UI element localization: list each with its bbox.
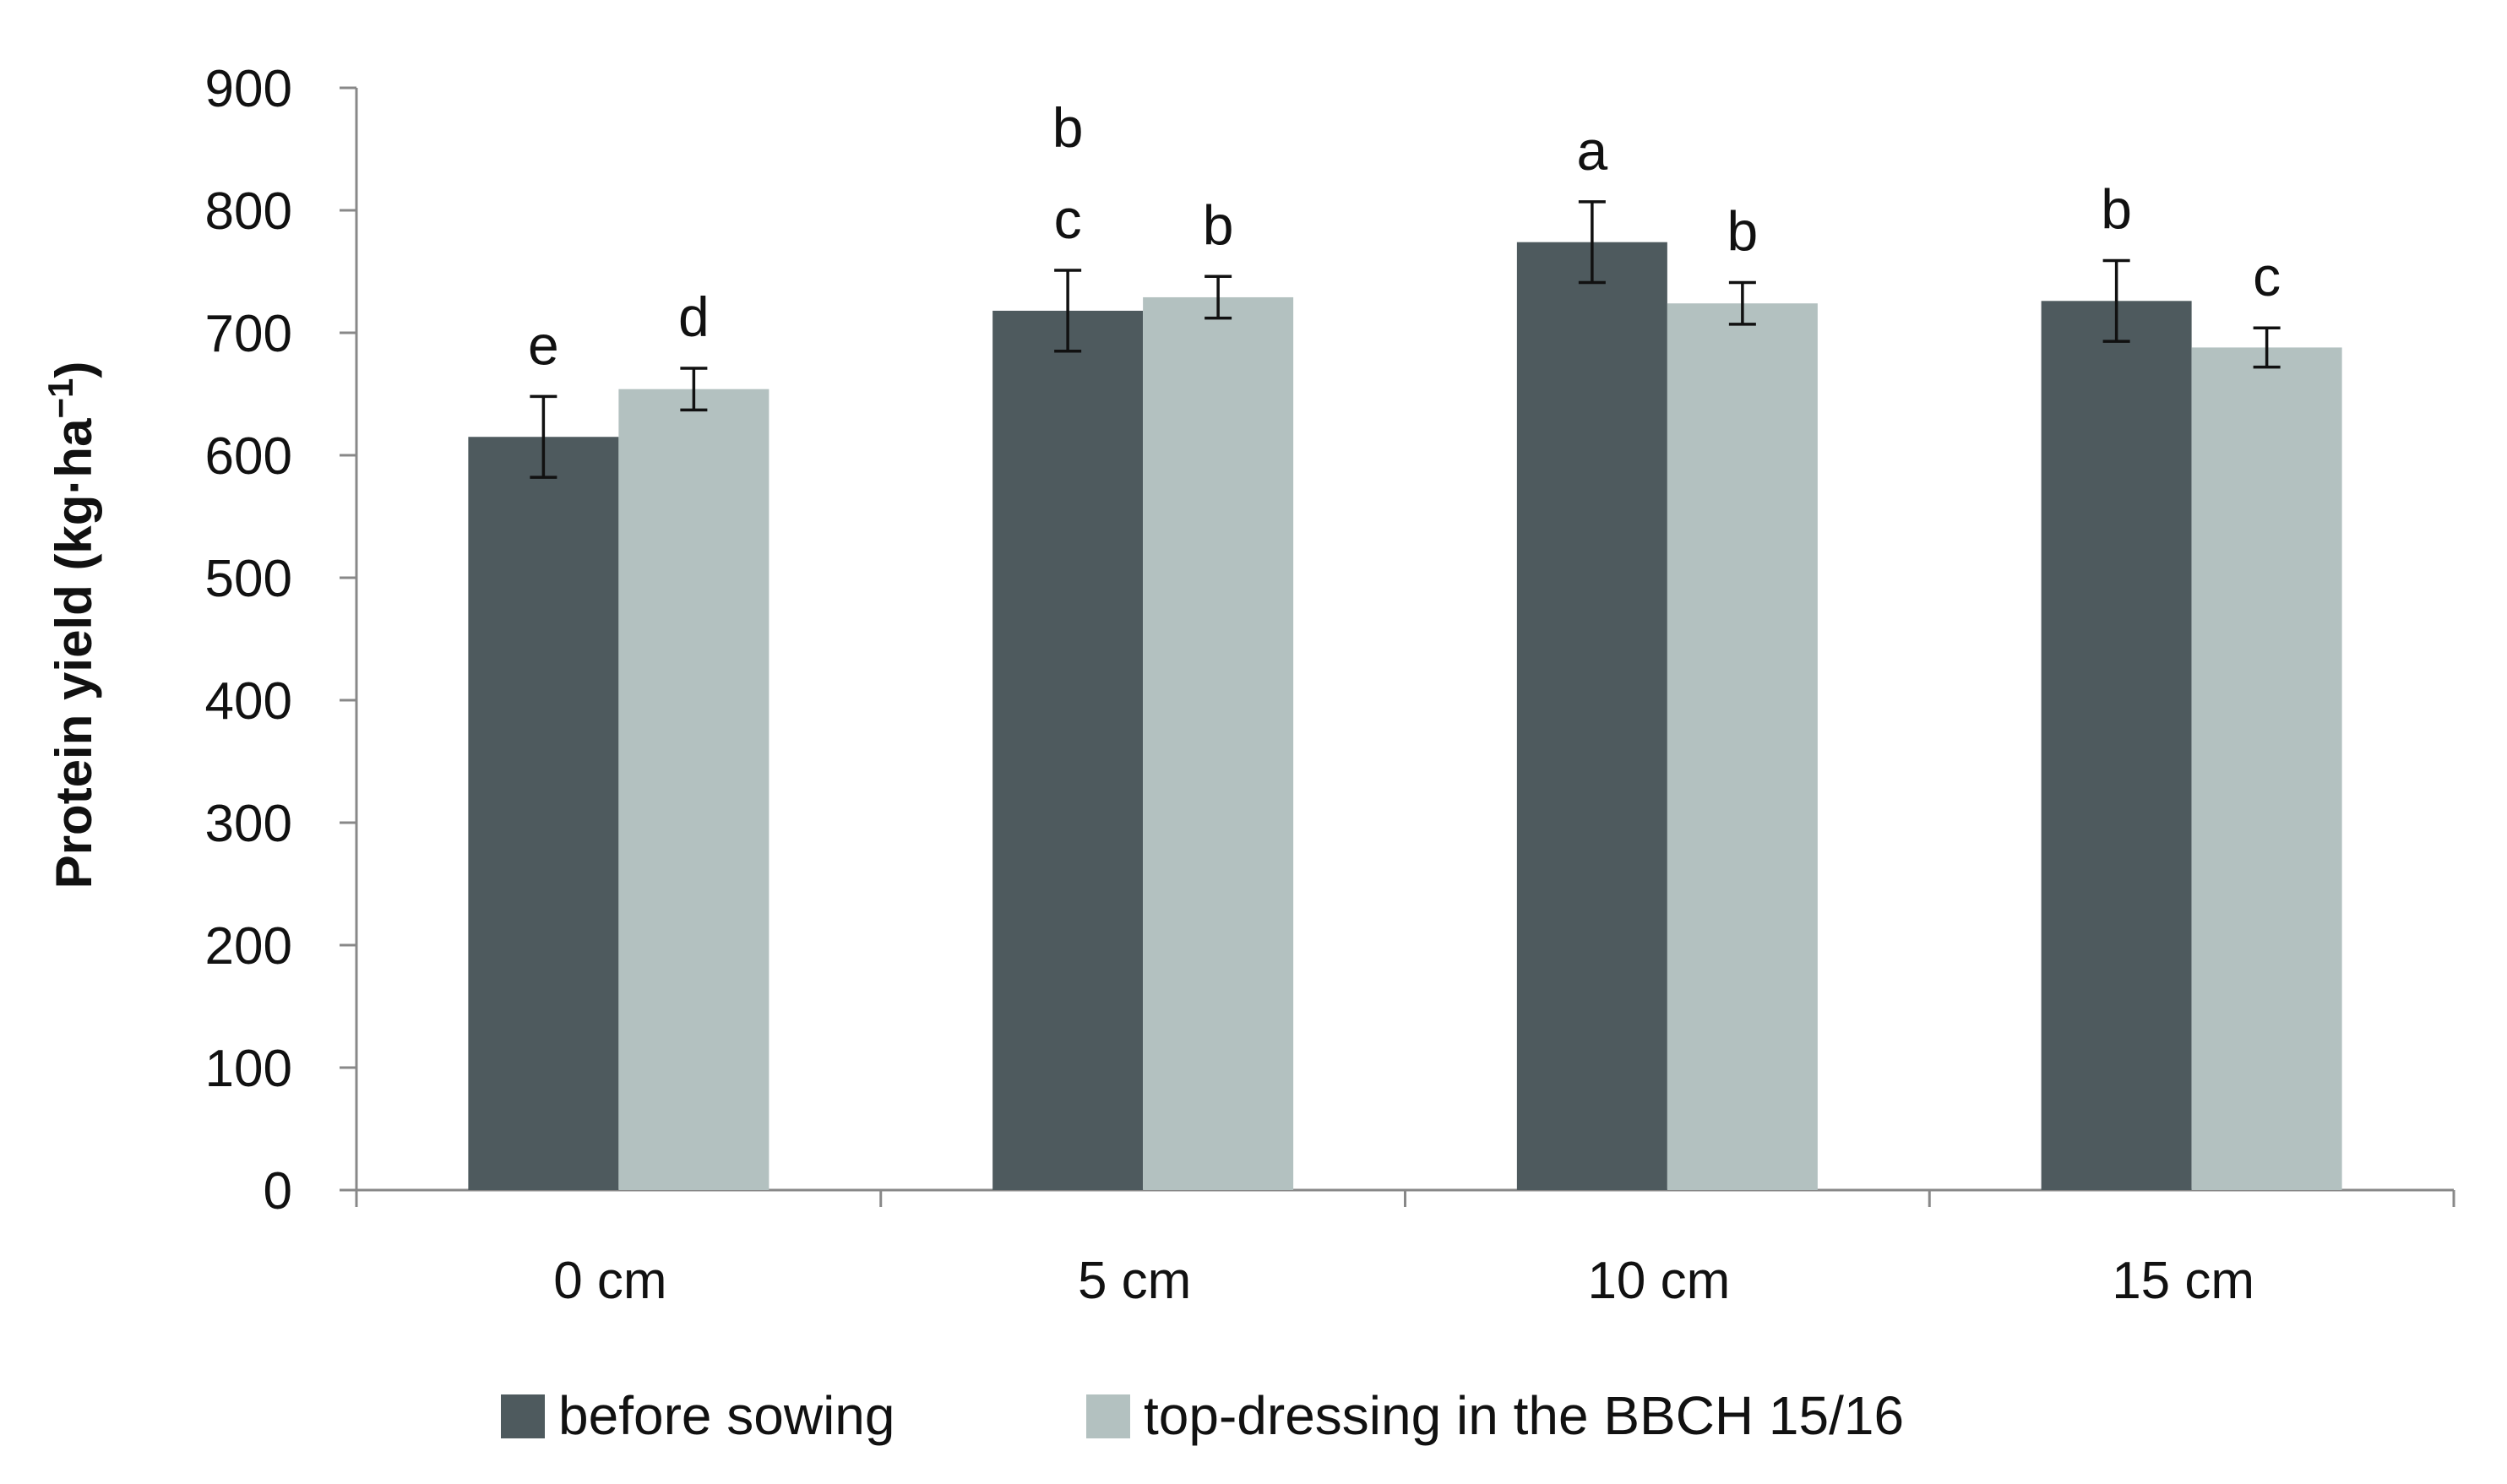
bar [992,310,1144,1190]
y-tick-label: 300 [205,795,292,853]
y-axis-title: Protein yield (kg·ha−1) [41,361,102,889]
y-tick-label: 800 [205,182,292,241]
legend-swatch [1086,1394,1130,1438]
bar [1516,242,1667,1191]
bar [1667,303,1818,1191]
bar [468,437,619,1190]
x-tick-label: 10 cm [1587,1252,1730,1310]
y-tick-label: 400 [205,672,292,731]
significance-letter: b [1203,193,1234,256]
bar [2041,301,2192,1190]
legend: before sowing top-dressing in the BBCH 15… [501,1385,1904,1446]
x-tick-label: 15 cm [2112,1252,2254,1310]
significance-letter: b [2101,177,2132,240]
y-tick-label: 100 [205,1040,292,1098]
bar [2191,347,2342,1190]
x-tick-label: 5 cm [1078,1252,1191,1310]
significance-letter: d [678,285,710,348]
y-tick-label: 900 [205,60,292,118]
significance-letter: e [528,313,559,376]
significance-letter: b [1052,96,1084,159]
y-tick-label: 700 [205,305,292,363]
significance-letter: c [1054,188,1082,250]
y-tick-label: 0 [264,1162,292,1220]
bars [468,242,2342,1191]
bar [1143,296,1294,1191]
y-tick-label: 500 [205,550,292,608]
y-tick-label: 600 [205,427,292,486]
legend-label: before sowing [558,1385,895,1446]
error-bars [530,200,2281,479]
y-tick-label: 200 [205,917,292,976]
legend-swatch [501,1394,545,1438]
axes: 0 100 200 300 400 500 600 700 800 900 0 cm 5 cm 10 c… [205,60,2455,1310]
significance-letter: a [1577,119,1608,182]
significance-letter: b [1727,200,1759,263]
legend-label: top-dressing in the BBCH 15/16 [1144,1385,1904,1446]
x-tick-label: 0 cm [553,1252,666,1310]
bar [618,389,770,1190]
significance-letter: c [2253,245,2281,307]
